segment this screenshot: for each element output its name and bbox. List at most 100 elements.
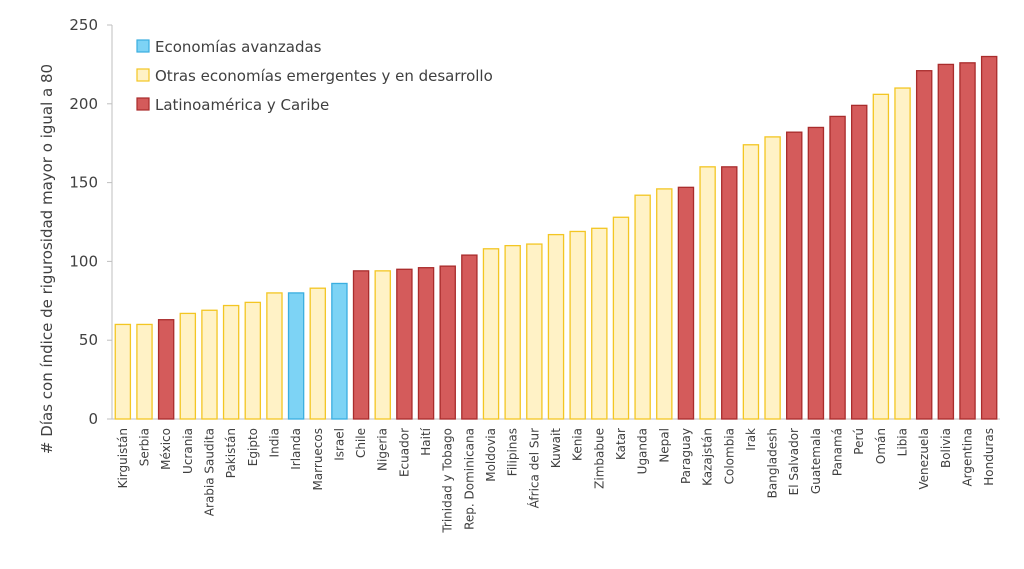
bar-israel (331, 282, 348, 420)
legend-swatch-lac (136, 97, 150, 111)
bar-panamá (829, 115, 846, 420)
x-tick-label: Filipinas (506, 428, 520, 476)
x-tick-label: Kuwait (549, 428, 563, 468)
bar-serbia (136, 323, 153, 420)
x-tick-label: África del Sur (526, 428, 541, 508)
x-tick-label: Honduras (982, 428, 996, 486)
legend: Economías avanzadas Otras economías emerg… (136, 38, 493, 114)
x-tick-label: Kazajstán (701, 428, 715, 486)
bar-omán (872, 93, 890, 420)
bar-ecuador (396, 268, 413, 420)
x-tick-label: Haití (419, 427, 433, 455)
y-tick-label: 250 (69, 16, 98, 34)
y-tick-label: 100 (69, 252, 98, 270)
bar-nepal (656, 188, 673, 420)
x-tick-label: Israel (332, 428, 346, 461)
bar-katar (612, 216, 630, 420)
bar-irlanda (287, 292, 305, 420)
x-tick-label: Argentina (961, 428, 975, 487)
bar-kuwait (547, 233, 565, 420)
y-tick-label: 0 (88, 410, 98, 428)
x-tick-label: Uganda (636, 428, 650, 474)
x-tick-label: Serbia (137, 428, 151, 466)
x-tick-label: Ecuador (397, 428, 411, 477)
bar-honduras (980, 55, 998, 420)
x-tick-label: Marruecos (311, 428, 325, 491)
x-tick-label: Nigeria (376, 428, 390, 471)
bar-nigeria (374, 270, 391, 420)
x-axis: Kirguistán Serbia México Ucrania Arabia Saud… (112, 418, 1000, 534)
x-tick-label: Zimbabue (592, 428, 606, 489)
bar-kenia (569, 230, 586, 420)
bar-kazajstán (699, 166, 716, 420)
bar-libia (894, 87, 911, 420)
bar-marruecos (309, 287, 326, 420)
bar-irak (742, 144, 760, 420)
x-tick-label: Kirguistán (116, 428, 130, 488)
x-tick-label: Paraguay (679, 428, 693, 484)
bar-áfrica-del-sur (526, 243, 543, 420)
legend-label-adv: Economías avanzadas (155, 38, 322, 56)
bar-rep-dominicana (461, 254, 478, 420)
x-tick-label: Moldovia (484, 428, 498, 482)
y-axis-label: # Días con índice de rigurosidad mayor o… (38, 64, 56, 454)
bar-arabia-saudita (201, 309, 218, 420)
bars (114, 55, 998, 420)
bar-venezuela (915, 70, 933, 420)
bar-perú (850, 104, 868, 420)
x-tick-label: Egipto (246, 428, 260, 466)
x-tick-label: Arabia Saudita (202, 428, 216, 516)
x-tick-label: Perú (852, 428, 866, 455)
x-tick-label: Rep. Dominicana (462, 428, 476, 530)
x-tick-label: Trinidad y Tobago (441, 428, 455, 534)
x-tick-label: Bangladesh (766, 428, 780, 498)
bar-paraguay (677, 186, 695, 420)
x-tick-label: Kenia (571, 428, 585, 461)
x-tick-label: Chile (354, 428, 368, 458)
bar-méxico (157, 319, 175, 420)
y-axis: 0 50 100 150 200 250 (69, 16, 113, 428)
bar-haití (417, 267, 435, 420)
bar-bangladesh (764, 136, 781, 420)
x-tick-label: Irak (744, 428, 758, 451)
x-tick-label: El Salvador (787, 428, 801, 495)
y-tick-label: 50 (79, 331, 98, 349)
legend-swatch-adv (136, 39, 150, 53)
legend-label-emd: Otras economías emergentes y en desarrol… (155, 67, 493, 85)
x-tick-label: Nepal (657, 428, 671, 463)
bar-guatemala (807, 126, 825, 420)
bar-argentina (959, 62, 976, 420)
bar-colombia (721, 166, 738, 420)
legend-swatch-emd (136, 68, 150, 82)
x-tick-label: Pakistán (224, 428, 238, 478)
x-tick-label: Panamá (831, 428, 845, 476)
bar-el-salvador (786, 131, 803, 420)
x-tick-label: Katar (614, 428, 628, 460)
bar-kirguistán (114, 323, 132, 420)
bar-moldovia (482, 248, 500, 420)
y-tick-label: 150 (69, 174, 98, 192)
bar-uganda (634, 194, 651, 420)
bar-chile (352, 270, 370, 420)
legend-label-lac: Latinoamérica y Caribe (155, 96, 329, 114)
bar-zimbabue (591, 227, 608, 420)
x-tick-label: India (267, 428, 281, 457)
x-tick-label: Libia (896, 428, 910, 456)
x-tick-label: Omán (874, 428, 888, 464)
bar-filipinas (504, 244, 521, 420)
bar-egipto (244, 301, 262, 420)
bar-india (266, 292, 283, 420)
x-tick-label: Irlanda (289, 428, 303, 470)
x-tick-label: Guatemala (809, 428, 823, 494)
x-tick-label: Colombia (722, 428, 736, 484)
y-tick-label: 200 (69, 95, 98, 113)
x-tick-label: Venezuela (917, 428, 931, 490)
x-tick-label: México (159, 428, 173, 470)
bar-pakistán (222, 304, 240, 420)
bar-trinidad-y-tobago (439, 265, 456, 420)
x-tick-label: Bolivia (939, 428, 953, 468)
x-tick-label: Ucrania (181, 428, 195, 474)
bar-ucrania (179, 312, 197, 420)
bar-bolivia (937, 63, 955, 420)
